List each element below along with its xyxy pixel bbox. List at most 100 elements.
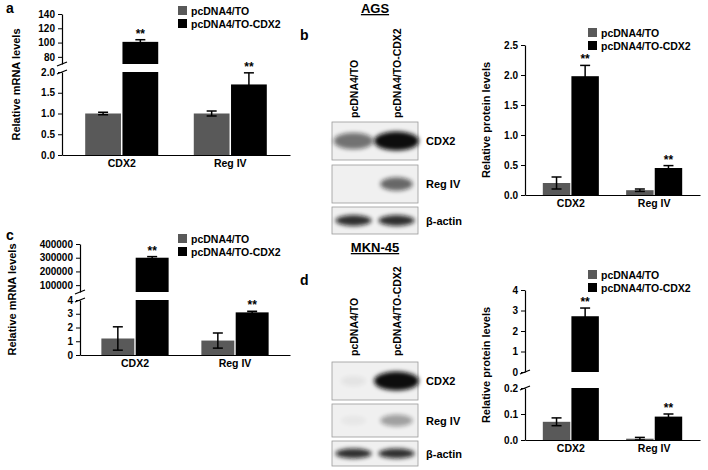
y-tick — [76, 355, 80, 356]
y-tick — [521, 414, 525, 415]
y-tick — [58, 57, 62, 58]
blot-band — [379, 215, 415, 226]
error-bar — [98, 112, 108, 114]
x-tick-group: CDX2 — [557, 195, 585, 209]
y-tick-label: 3 — [67, 308, 73, 319]
x-tick-label: Reg IV — [219, 357, 252, 369]
band-label: β-actin — [426, 448, 462, 460]
bar — [571, 316, 598, 372]
y-tick — [521, 331, 525, 332]
blot-strip — [332, 207, 418, 234]
x-axis-line — [526, 195, 701, 196]
error-cap — [113, 326, 123, 328]
band-label: CDX2 — [426, 135, 455, 147]
y-tick-label: 0.0 — [504, 435, 518, 446]
y-tick-group: 80 — [44, 52, 62, 63]
y-tick — [521, 45, 525, 46]
y-axis-title: Relative protein levels — [480, 62, 492, 178]
x-axis-line — [81, 355, 291, 356]
error-bar — [552, 418, 562, 426]
y-tick-label: 1.5 — [41, 87, 55, 98]
bar — [236, 312, 269, 355]
bar — [136, 300, 169, 355]
error-cap — [580, 324, 590, 326]
break-mark — [75, 290, 85, 294]
x-tick-group: Reg IV — [219, 355, 252, 369]
y-axis: 0.0 0.5 1.0 1.5 2.0 — [41, 67, 62, 161]
error-bar — [552, 177, 562, 189]
y-tick-group: 120 — [38, 23, 62, 34]
y-tick — [58, 134, 62, 135]
significance: ** — [244, 60, 254, 74]
blot-band — [336, 449, 372, 459]
x-tick-group: CDX2 — [121, 355, 149, 369]
x-axis: CDX2 Reg IV — [526, 195, 701, 209]
error-bar — [635, 189, 645, 191]
y-tick-group: 2 — [512, 326, 525, 337]
y-tick-group: 0.0 — [504, 435, 525, 446]
error-cap — [635, 188, 645, 190]
y-tick-label: 1.0 — [41, 108, 55, 119]
y-tick-label: 400000 — [40, 239, 74, 250]
bar — [122, 42, 158, 64]
x-tick-group: Reg IV — [638, 195, 671, 209]
error-cap — [635, 439, 645, 440]
y-tick — [76, 271, 80, 272]
y-tick-label: 1 — [67, 336, 73, 347]
panel-label: c — [6, 227, 14, 243]
legend-swatch — [588, 283, 597, 292]
y-tick-group: 0.0 — [41, 150, 62, 161]
plot-area — [122, 40, 158, 64]
legend-swatch — [178, 6, 187, 15]
y-tick-group: 1.0 — [41, 108, 62, 119]
plot-area — [136, 257, 169, 292]
chart-panel: 0.00.51.01.52.02.5****CDX2Reg IVRelative… — [480, 27, 701, 210]
x-tick-group: Reg IV — [214, 155, 247, 169]
y-tick — [76, 244, 80, 245]
blot-band — [379, 449, 415, 459]
y-tick-group: 0.0 — [504, 190, 525, 201]
error-cap — [552, 425, 562, 427]
y-tick-group: 100 — [38, 37, 62, 48]
blot-band — [334, 133, 374, 150]
band-label: Reg IV — [426, 415, 461, 427]
bar — [571, 388, 598, 440]
x-tick-group: CDX2 — [557, 440, 585, 454]
y-tick — [58, 93, 62, 94]
y-tick-group: 1 — [67, 336, 80, 347]
error-cap — [213, 332, 223, 334]
y-tick-group: 200000 — [40, 266, 80, 277]
break-mark — [57, 70, 67, 74]
blot-band — [341, 376, 366, 387]
error-cap — [135, 43, 145, 45]
x-tick-label: CDX2 — [557, 197, 585, 209]
blot-band — [380, 177, 412, 191]
error-bar — [580, 308, 590, 324]
y-tick-label: 1.0 — [504, 130, 518, 141]
error-cap — [213, 347, 223, 349]
y-tick-label: 2 — [67, 322, 73, 333]
legend-label: pcDNA4/TO-CDX2 — [601, 40, 691, 52]
bar — [626, 190, 653, 195]
section-title: AGS — [361, 1, 390, 16]
lane-label: pcDNA4/TO-CDX2 — [391, 28, 403, 118]
error-bar — [213, 333, 223, 348]
y-tick-label: 1.5 — [504, 100, 518, 111]
y-tick-group: 100000 — [40, 280, 80, 291]
y-tick — [76, 328, 80, 329]
error-cap — [663, 170, 673, 172]
error-cap — [635, 437, 645, 439]
y-tick-group: 2.0 — [41, 67, 62, 78]
y-tick — [521, 440, 525, 441]
y-tick-group: 3 — [67, 308, 80, 319]
y-tick — [521, 352, 525, 353]
blot-strip — [332, 362, 418, 400]
y-tick — [521, 135, 525, 136]
significance: ** — [664, 401, 674, 415]
y-tick-label: 0 — [67, 350, 73, 361]
legend-label: pcDNA4/TO — [191, 5, 249, 17]
y-tick-group: 300000 — [40, 252, 80, 263]
legend: pcDNA4/TOpcDNA4/TO-CDX2 — [588, 269, 691, 294]
blot-band — [380, 415, 412, 427]
y-tick-group: 0.5 — [41, 129, 62, 140]
